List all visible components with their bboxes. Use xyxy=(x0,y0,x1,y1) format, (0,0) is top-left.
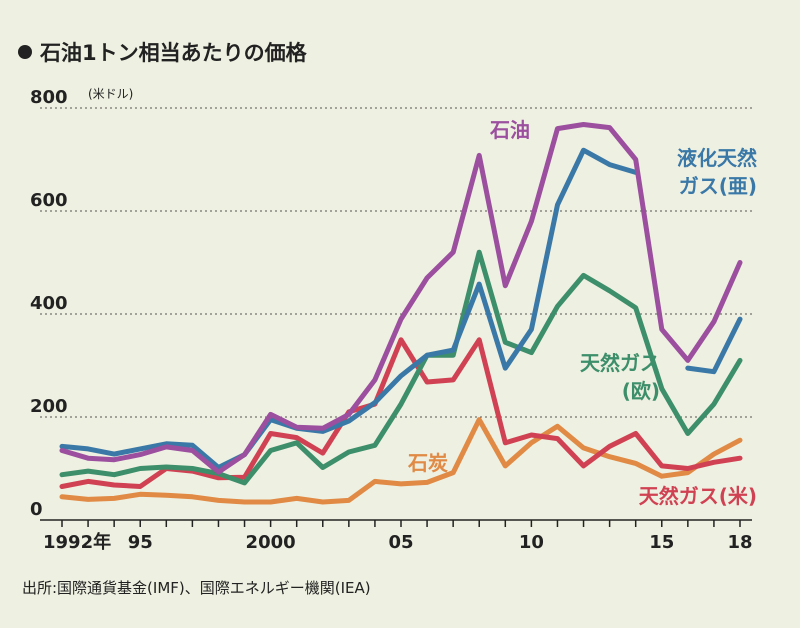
y-tick-label: 800 xyxy=(30,87,68,108)
series-label-2: 天然ガス xyxy=(580,351,660,375)
y-axis-ticks: 0 200 400 600 800 xyxy=(30,87,68,520)
chart-title: 石油1トン相当あたりの価格 xyxy=(18,41,308,65)
x-axis-ticks: 1992年 95 2000 05 10 15 18 xyxy=(43,520,753,553)
series-label-2: (欧) xyxy=(622,379,660,403)
grid xyxy=(40,107,752,418)
series-line-0 xyxy=(59,122,743,475)
series-line-3 xyxy=(59,417,743,505)
source-note: 出所:国際通貨基金(IMF)、国際エネルギー機関(IEA) xyxy=(22,579,371,597)
x-tick-label: 1992年 xyxy=(43,531,111,553)
series-label-1: 液化天然 xyxy=(677,146,757,170)
x-tick-label: 2000 xyxy=(246,532,296,553)
series-lines xyxy=(59,122,743,505)
series-label-4: 天然ガス(米) xyxy=(639,484,757,508)
series-label-3: 石炭 xyxy=(407,451,448,475)
series-line-1 xyxy=(59,147,743,470)
series-label-0: 石油 xyxy=(489,118,530,142)
y-tick-label: 0 xyxy=(30,499,43,520)
title-bullet xyxy=(18,45,32,59)
title-text: 石油1トン相当あたりの価格 xyxy=(39,41,308,65)
x-tick-label: 15 xyxy=(649,532,674,553)
y-tick-label: 400 xyxy=(30,293,68,314)
y-unit-label: (米ドル) xyxy=(88,87,133,101)
x-tick-label: 95 xyxy=(128,532,153,553)
x-tick-label: 10 xyxy=(519,532,544,553)
y-tick-label: 600 xyxy=(30,190,68,211)
y-tick-label: 200 xyxy=(30,396,68,417)
x-tick-label: 18 xyxy=(727,532,752,553)
series-line-2 xyxy=(59,249,743,486)
series-label-1: ガス(亜) xyxy=(679,174,757,198)
x-tick-label: 05 xyxy=(388,532,413,553)
